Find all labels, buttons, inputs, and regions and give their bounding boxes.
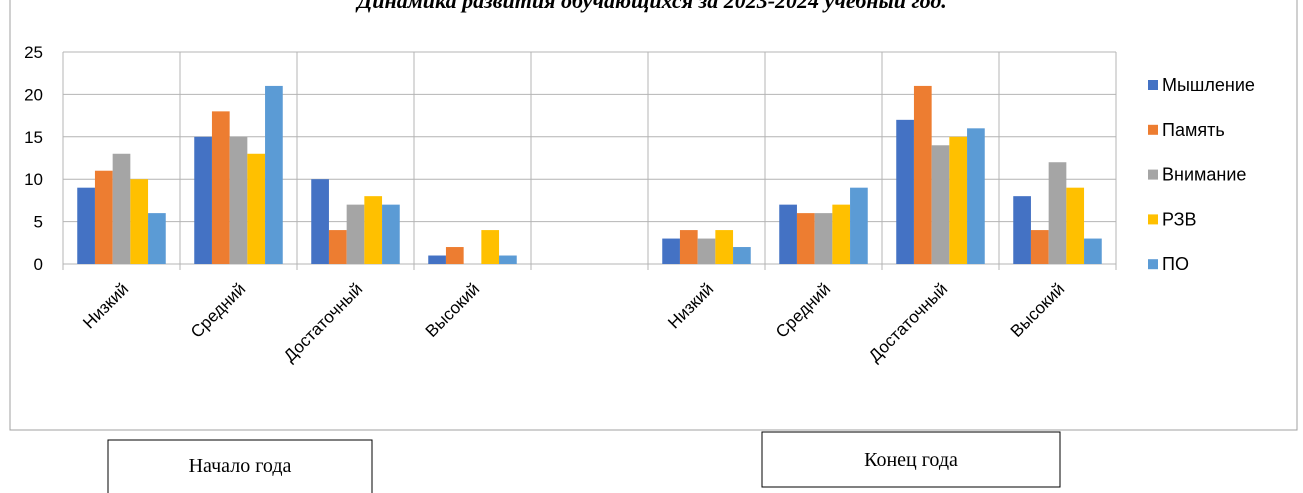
bar bbox=[265, 85, 283, 264]
annotation: Начало года bbox=[189, 455, 292, 477]
bar bbox=[832, 204, 851, 264]
bar bbox=[1048, 162, 1067, 264]
annotation-box bbox=[107, 439, 373, 493]
bar bbox=[1013, 196, 1031, 264]
bar bbox=[481, 230, 500, 264]
bar bbox=[1084, 238, 1102, 264]
bar bbox=[194, 136, 212, 264]
legend-swatch bbox=[1148, 259, 1158, 270]
bar bbox=[679, 230, 698, 264]
bar bbox=[382, 204, 400, 264]
bar bbox=[130, 179, 149, 264]
annotation-box bbox=[761, 431, 1061, 488]
legend-label: Память bbox=[1162, 120, 1225, 140]
legend-label: Мышление bbox=[1162, 75, 1255, 95]
bar bbox=[311, 179, 329, 264]
legend-swatch bbox=[1148, 214, 1158, 225]
chart-title: Динамика развития обучающихся за 2023-20… bbox=[355, 0, 947, 13]
bar bbox=[229, 136, 248, 264]
y-tick-label: 5 bbox=[34, 213, 43, 232]
bar bbox=[896, 119, 914, 264]
bar bbox=[949, 136, 968, 264]
legend-swatch bbox=[1148, 80, 1158, 90]
bar bbox=[445, 247, 464, 264]
bar bbox=[328, 230, 347, 264]
y-tick-label: 15 bbox=[24, 128, 43, 147]
bar bbox=[796, 213, 815, 264]
bar bbox=[1066, 187, 1085, 264]
bar bbox=[1030, 230, 1049, 264]
bar bbox=[94, 170, 113, 264]
y-tick-label: 25 bbox=[24, 43, 43, 62]
bar bbox=[850, 187, 868, 264]
bar bbox=[364, 196, 383, 264]
legend-label: РЗВ bbox=[1162, 209, 1197, 229]
y-tick-label: 20 bbox=[24, 85, 43, 104]
y-tick-label: 0 bbox=[34, 255, 43, 274]
bar bbox=[428, 255, 446, 264]
bar bbox=[715, 230, 734, 264]
annotation: Конец года bbox=[864, 449, 958, 471]
bar bbox=[931, 145, 950, 264]
y-tick-label: 10 bbox=[24, 170, 43, 189]
bar bbox=[967, 128, 985, 264]
bar bbox=[662, 238, 680, 264]
legend-swatch bbox=[1148, 124, 1158, 135]
legend-label: ПО bbox=[1162, 254, 1189, 274]
legend-swatch bbox=[1148, 169, 1158, 180]
bar bbox=[77, 187, 95, 264]
bar bbox=[913, 85, 932, 264]
bar bbox=[148, 213, 166, 264]
bar bbox=[247, 153, 266, 264]
bar bbox=[112, 153, 131, 264]
bar bbox=[499, 255, 517, 264]
bar bbox=[697, 238, 716, 264]
bar bbox=[733, 247, 751, 264]
bar bbox=[346, 204, 365, 264]
bar bbox=[211, 111, 230, 264]
bar bbox=[814, 213, 833, 264]
bar bbox=[779, 204, 797, 264]
legend-label: Внимание bbox=[1162, 165, 1246, 185]
